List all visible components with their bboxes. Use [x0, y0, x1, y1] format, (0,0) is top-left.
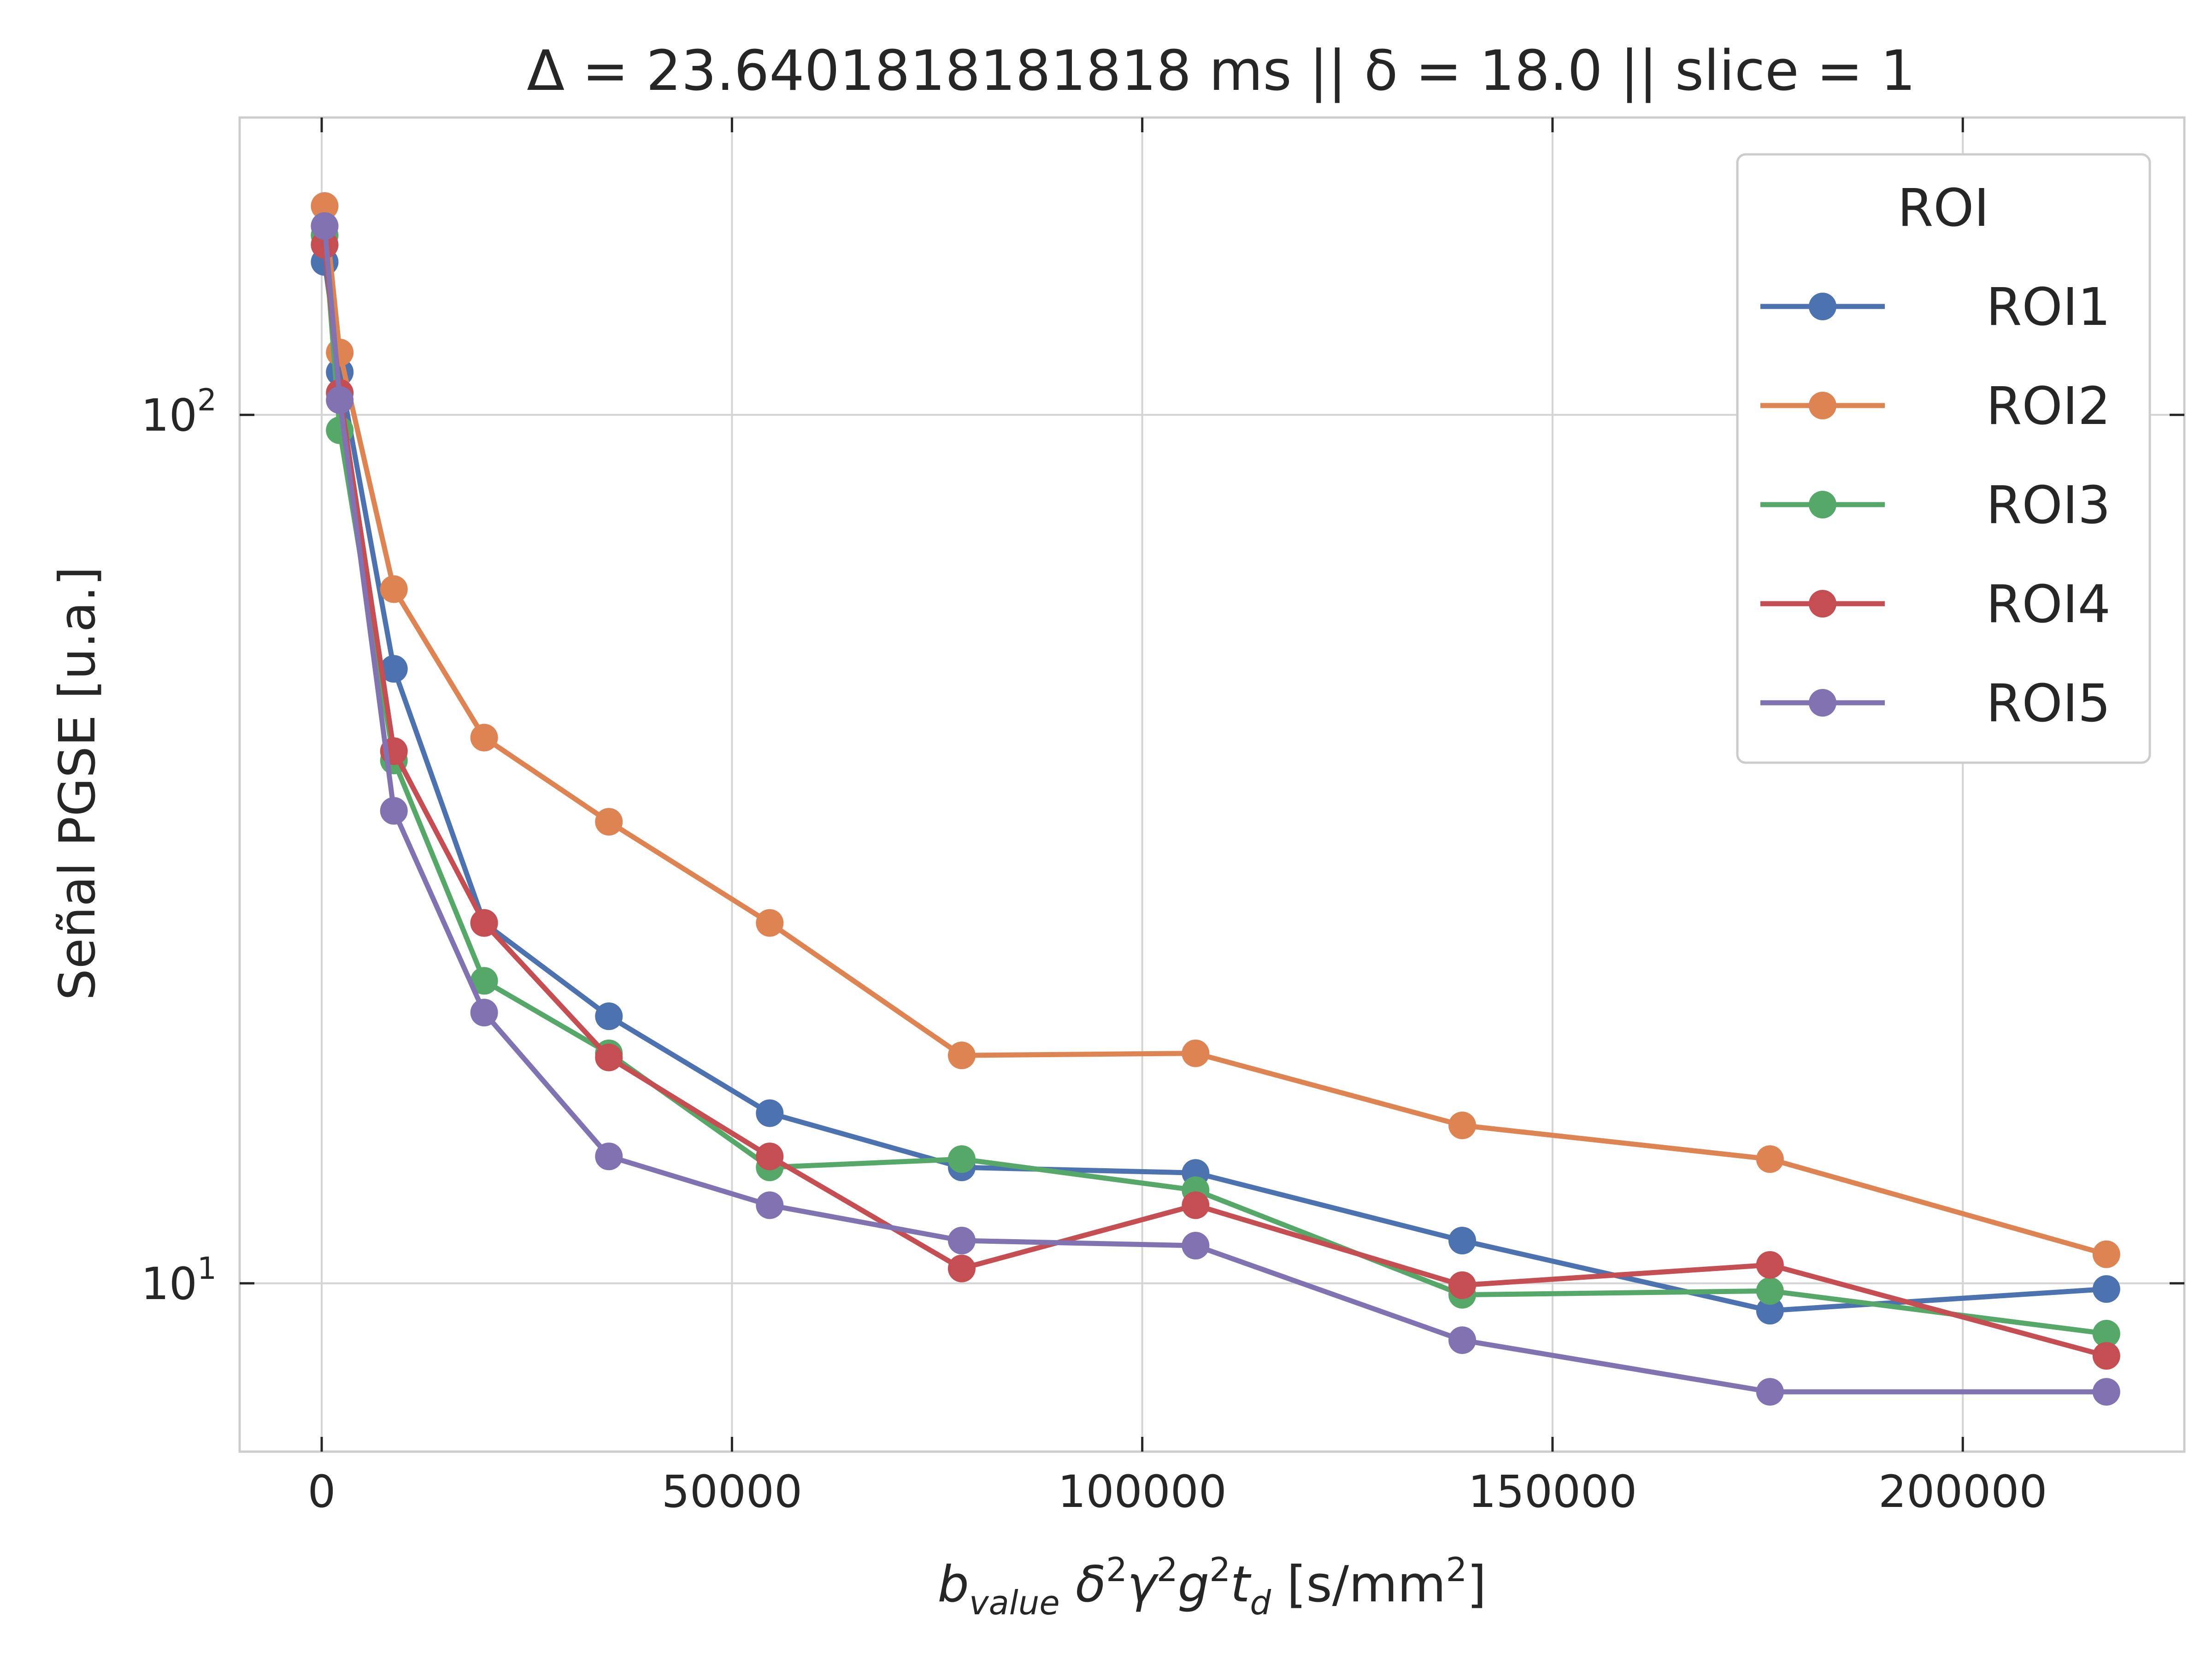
legend-label: ROI2	[1986, 377, 2111, 436]
data-point	[595, 1142, 623, 1171]
data-point	[470, 967, 498, 995]
legend-marker	[1809, 491, 1836, 518]
data-point	[1756, 1297, 1784, 1325]
data-point	[2092, 1240, 2120, 1268]
data-point	[756, 1191, 784, 1219]
legend-item-roi2: ROI2	[1760, 377, 2111, 436]
legend-title: ROI	[1897, 178, 1989, 238]
data-point	[756, 1099, 784, 1127]
data-point	[470, 999, 498, 1027]
ticks	[240, 118, 2184, 1452]
x-tick-label: 200000	[1878, 1466, 2047, 1518]
data-point	[1182, 1191, 1210, 1219]
data-point	[1756, 1378, 1784, 1406]
data-point	[326, 338, 354, 366]
legend: ROI ROI1 ROI2 ROI3 ROI4 ROI5	[1736, 153, 2151, 764]
data-point	[595, 1043, 623, 1071]
data-point	[947, 1254, 976, 1282]
data-point	[1756, 1277, 1784, 1305]
chart-title: Δ = 23.6401818181818 ms || δ = 18.0 || s…	[527, 39, 1916, 103]
data-point	[1182, 1232, 1210, 1260]
data-point	[380, 575, 408, 603]
x-axis-tick-labels: 0 50000 100000 150000 200000	[308, 1466, 2047, 1518]
data-point	[595, 808, 623, 836]
data-point	[380, 797, 408, 825]
legend-marker	[1809, 293, 1836, 320]
data-point	[311, 192, 339, 220]
data-point	[326, 386, 354, 414]
data-point	[2092, 1275, 2120, 1303]
legend-box	[1736, 153, 2151, 764]
data-point	[2092, 1378, 2120, 1406]
data-point	[470, 724, 498, 752]
data-point	[947, 1145, 976, 1173]
data-point	[1448, 1227, 1477, 1255]
legend-label: ROI5	[1986, 674, 2111, 734]
data-point	[947, 1227, 976, 1255]
data-point	[380, 655, 408, 683]
legend-label: ROI3	[1986, 476, 2111, 535]
series-layer	[311, 192, 2120, 1406]
series-roi2	[311, 192, 2120, 1268]
y-axis-label: Señal PGSE [u.a.]	[49, 566, 106, 1000]
data-point	[326, 416, 354, 444]
data-point	[947, 1041, 976, 1070]
data-point	[470, 909, 498, 937]
x-tick-label: 100000	[1058, 1466, 1226, 1518]
x-tick-label: 50000	[662, 1466, 802, 1518]
legend-label: ROI4	[1986, 575, 2111, 635]
data-point	[311, 212, 339, 240]
data-point	[1756, 1251, 1784, 1279]
legend-marker	[1809, 689, 1836, 717]
y-axis-tick-labels: 101 102	[141, 382, 217, 1309]
data-point	[1448, 1112, 1477, 1140]
legend-item-roi1: ROI1	[1760, 277, 2111, 337]
y-tick-label: 101	[141, 1251, 217, 1310]
legend-label: ROI1	[1986, 277, 2111, 337]
legend-items: ROI1 ROI2 ROI3 ROI4 ROI5	[1760, 277, 2111, 734]
data-point	[1756, 1145, 1784, 1173]
legend-item-roi3: ROI3	[1760, 476, 2111, 535]
plot-frame	[238, 116, 2186, 1453]
series-roi5	[311, 212, 2120, 1406]
data-point	[1448, 1271, 1477, 1299]
data-point	[595, 1002, 623, 1030]
y-tick-label: 102	[141, 382, 217, 441]
x-tick-label: 150000	[1468, 1466, 1637, 1518]
legend-marker	[1809, 590, 1836, 618]
data-point	[1182, 1039, 1210, 1067]
data-point	[2092, 1342, 2120, 1370]
data-point	[756, 1142, 784, 1171]
x-axis-label: bvalue δ2γ2g2td [s/mm2]	[937, 1550, 1486, 1622]
data-point	[2092, 1320, 2120, 1348]
data-point	[756, 909, 784, 937]
x-tick-label: 0	[308, 1466, 336, 1518]
data-point	[1448, 1326, 1477, 1354]
legend-marker	[1809, 392, 1836, 419]
legend-item-roi5: ROI5	[1760, 674, 2111, 734]
legend-item-roi4: ROI4	[1760, 575, 2111, 635]
